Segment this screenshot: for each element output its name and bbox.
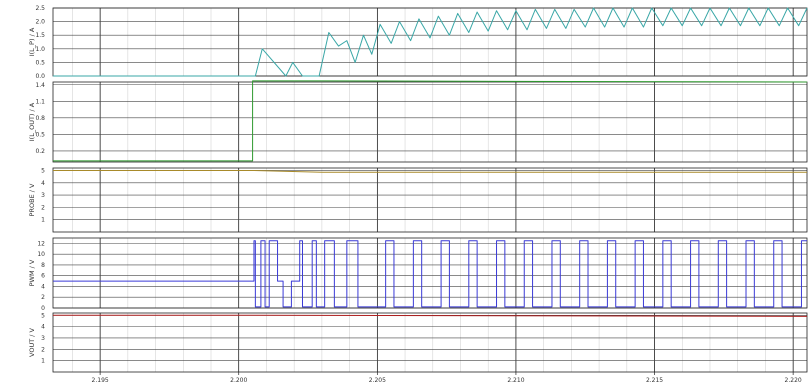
y-tick-label: 10 [37,251,45,258]
y-tick-label: 0.5 [35,131,45,138]
y-tick-label: 2.5 [35,5,45,12]
y-tick-label: 2 [41,204,45,211]
series-line [53,7,808,77]
y-tick-label: 5 [41,167,45,174]
x-tick-label: 2.205 [369,377,386,384]
x-axis: 2.195 2.200 2.205 2.210 2.215 2.220 [92,372,802,384]
y-tick-label: 8 [41,262,45,269]
plot-panels: 0.0 0.5 1.0 1.5 2.0 2.5 I(L_P) / A 0.2 0.5 0.8 1.1… [28,5,808,373]
y-tick-label: 12 [37,240,45,247]
y-tick-label: 6 [41,273,45,280]
panel-frame [52,312,808,373]
y-tick-label: 0.8 [35,115,45,122]
panel-frame [52,81,808,163]
y-tick-label: 0.2 [35,148,45,155]
panel-frame [52,167,808,233]
y-tick-label: 2.0 [35,19,45,26]
y-tick-label: 3 [41,335,45,342]
panel-2: 0.2 0.5 0.8 1.1 1.4 I(L_OUT) / A [28,80,808,163]
x-tick-label: 2.215 [646,377,663,384]
series-line [53,240,807,308]
panel-1: 0.0 0.5 1.0 1.5 2.0 2.5 I(L_P) / A [28,5,808,80]
y-tick-label: 4 [41,324,45,331]
y-tick-label: 0.5 [35,59,45,66]
x-tick-label: 2.210 [507,377,524,384]
y-tick-label: 0.0 [35,73,45,80]
y-tick-label: 2 [41,346,45,353]
panel-4: 0 2 4 6 8 10 12 PWM / V [28,237,808,312]
y-tick-label: 1 [41,358,45,365]
y-tick-label: 1.1 [35,98,45,105]
y-axis-label: I(L_OUT) / A [28,102,36,141]
series-line [53,314,808,317]
y-tick-label: 1.0 [35,46,45,53]
series-line [53,80,808,162]
y-tick-label: 2 [41,294,45,301]
series-line [53,169,807,173]
panel-frame [52,237,808,309]
y-tick-label: 3 [41,192,45,199]
panel-5: 1 2 3 4 5 VOUT / V [28,312,808,373]
y-axis-label: PROBE / V [28,183,36,216]
y-tick-label: 1.4 [35,82,45,89]
y-tick-label: 5 [41,312,45,319]
y-tick-label: 4 [41,180,45,187]
y-tick-label: 4 [41,283,45,290]
y-tick-label: 1 [41,217,45,224]
y-tick-label: 0 [41,305,45,312]
y-axis-label: VOUT / V [28,327,36,356]
y-axis-label: PWM / V [28,259,36,286]
x-tick-label: 2.200 [230,377,247,384]
x-tick-label: 2.220 [785,377,802,384]
y-tick-label: 1.5 [35,32,45,39]
panel-3: 1 2 3 4 5 PROBE / V [28,167,808,233]
y-axis-label: I(L_P) / A [28,27,36,56]
x-tick-label: 2.195 [92,377,109,384]
panel-frame [52,7,808,77]
